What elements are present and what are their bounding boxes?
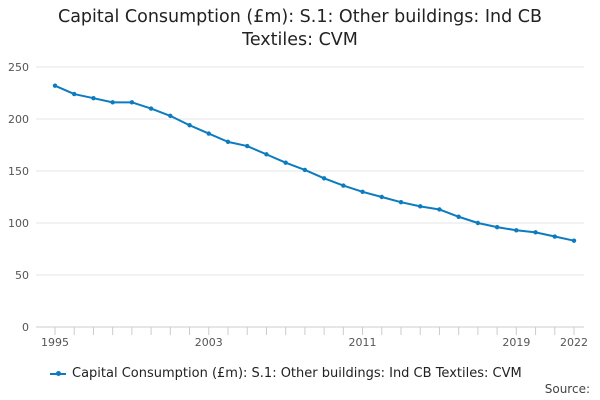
y-tick-label-50: 50 [15,269,29,282]
data-point-1995 [52,83,58,88]
data-point-2021 [552,234,557,239]
data-point-2019 [514,228,519,233]
data-point-2015 [437,207,442,212]
data-point-1996 [72,91,77,97]
series-line-0 [54,84,575,242]
data-point-2008 [302,167,308,173]
data-point-2010 [341,183,346,188]
data-point-2014 [418,204,423,209]
data-point-2003 [206,131,211,136]
data-point-1998 [110,100,115,105]
y-tick-label-150: 150 [8,165,29,178]
data-point-2020 [533,230,538,235]
x-tick-label-1995: 1995 [41,336,69,349]
data-point-2012 [379,194,384,200]
data-point-2011 [360,189,365,194]
y-tick-label-250: 250 [8,61,29,74]
x-tick-label-2003: 2003 [195,336,223,349]
data-point-1997 [91,96,96,101]
x-axis: 1995 2003 2011 2019 2022 [41,327,588,349]
x-tick-label-2011: 2011 [349,336,377,349]
gridlines [36,66,584,328]
data-point-2001 [168,113,173,119]
data-point-2007 [283,160,288,165]
legend: Capital Consumption (£m): S.1: Other bui… [50,366,522,381]
data-point-2013 [398,200,404,205]
data-point-2004 [225,139,231,145]
x-tick-label-2019: 2019 [502,336,530,349]
x-tick-label-2022: 2022 [560,336,588,349]
chart-title-line-2: Textiles: CVM [242,30,358,50]
y-axis: 0 50 100 150 200 250 [8,61,29,334]
chart-title-line-1: Capital Consumption (£m): S.1: Other bui… [57,7,543,27]
data-point-2009 [321,176,327,181]
data-point-2000 [148,106,154,111]
y-tick-label-200: 200 [8,113,29,126]
data-point-2002 [187,123,192,128]
legend-series-marker [50,369,66,379]
series-layer [52,83,577,243]
data-point-1999 [129,100,135,105]
legend-series-label: Capital Consumption (£m): S.1: Other bui… [72,366,522,381]
data-point-2005 [245,143,250,149]
data-point-2018 [494,224,500,230]
y-tick-label-100: 100 [8,217,29,230]
data-point-2006 [264,152,269,157]
data-point-2016 [456,214,461,219]
y-tick-label-0: 0 [22,321,29,334]
chart-title: Capital Consumption (£m): S.1: Other bui… [0,6,600,52]
source-label: Source: [544,382,590,396]
data-point-2022 [571,238,577,243]
data-point-2017 [475,220,481,226]
